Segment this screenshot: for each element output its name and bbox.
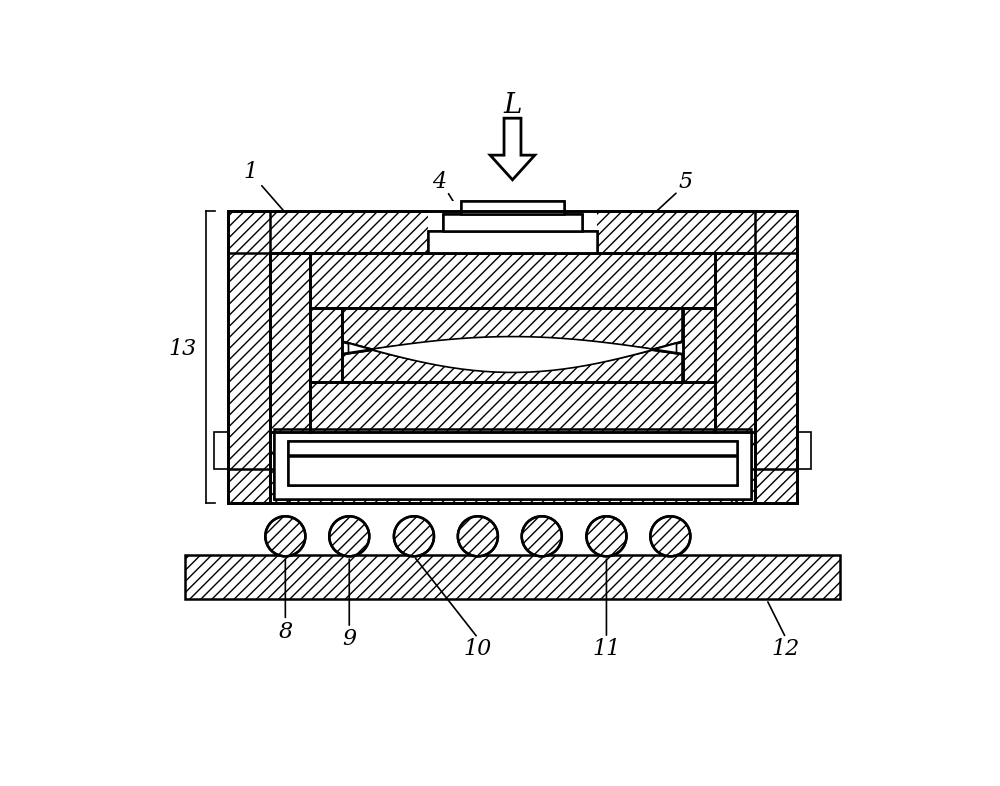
Bar bbox=[755, 211, 797, 503]
FancyArrow shape bbox=[490, 118, 535, 180]
Circle shape bbox=[458, 516, 498, 556]
Bar bbox=[461, 200, 564, 215]
Bar bbox=[228, 211, 797, 503]
Circle shape bbox=[394, 516, 434, 556]
Bar bbox=[228, 211, 270, 503]
Bar bbox=[428, 231, 597, 253]
Text: 5: 5 bbox=[679, 171, 693, 193]
Circle shape bbox=[265, 516, 305, 556]
Text: 7: 7 bbox=[779, 395, 793, 417]
Bar bbox=[683, 308, 715, 382]
Bar bbox=[715, 253, 755, 432]
Bar bbox=[185, 555, 840, 600]
Bar bbox=[428, 231, 597, 253]
Bar bbox=[274, 428, 751, 499]
Bar bbox=[310, 253, 715, 308]
Bar bbox=[755, 468, 797, 503]
Polygon shape bbox=[342, 308, 683, 371]
Bar bbox=[288, 456, 737, 486]
Bar bbox=[288, 441, 737, 454]
Bar bbox=[288, 456, 737, 486]
Bar bbox=[214, 432, 228, 468]
Bar bbox=[270, 219, 755, 468]
Bar bbox=[270, 253, 310, 432]
Bar bbox=[270, 253, 755, 503]
Bar bbox=[797, 432, 811, 468]
Circle shape bbox=[329, 516, 369, 556]
Bar bbox=[274, 428, 751, 499]
Text: 4: 4 bbox=[432, 171, 446, 193]
Text: L: L bbox=[503, 92, 522, 119]
Text: 8: 8 bbox=[278, 621, 292, 643]
Bar bbox=[755, 211, 797, 503]
Bar bbox=[310, 382, 715, 432]
Text: 1: 1 bbox=[244, 161, 258, 183]
Text: 6: 6 bbox=[779, 410, 793, 432]
Bar bbox=[715, 253, 755, 432]
Text: 12: 12 bbox=[772, 638, 800, 660]
Bar bbox=[461, 200, 564, 215]
Bar bbox=[443, 215, 582, 231]
Bar bbox=[443, 215, 582, 231]
Bar bbox=[274, 428, 751, 499]
Bar bbox=[310, 253, 715, 308]
Bar bbox=[228, 211, 270, 503]
Bar bbox=[310, 308, 342, 382]
Circle shape bbox=[586, 516, 626, 556]
Text: 9: 9 bbox=[342, 629, 356, 651]
Circle shape bbox=[522, 516, 562, 556]
Text: 3: 3 bbox=[232, 396, 246, 418]
Bar bbox=[310, 308, 342, 382]
Text: 11: 11 bbox=[592, 638, 621, 660]
Bar bbox=[228, 468, 270, 503]
Polygon shape bbox=[348, 336, 677, 373]
Bar bbox=[228, 211, 797, 253]
Text: 2: 2 bbox=[232, 410, 246, 432]
Bar bbox=[288, 456, 737, 486]
Bar bbox=[310, 382, 715, 432]
Polygon shape bbox=[342, 338, 683, 382]
Bar bbox=[270, 468, 289, 503]
Bar bbox=[310, 253, 715, 432]
Bar bbox=[288, 441, 737, 454]
Bar bbox=[270, 253, 310, 432]
Bar bbox=[736, 468, 755, 503]
Bar bbox=[270, 253, 755, 503]
Bar bbox=[428, 200, 597, 253]
Bar bbox=[228, 211, 797, 503]
Bar bbox=[228, 211, 797, 503]
Bar bbox=[683, 308, 715, 382]
Text: 13: 13 bbox=[169, 338, 197, 360]
Circle shape bbox=[650, 516, 690, 556]
Text: 10: 10 bbox=[464, 638, 492, 660]
Bar bbox=[288, 441, 737, 454]
Bar bbox=[228, 211, 797, 503]
